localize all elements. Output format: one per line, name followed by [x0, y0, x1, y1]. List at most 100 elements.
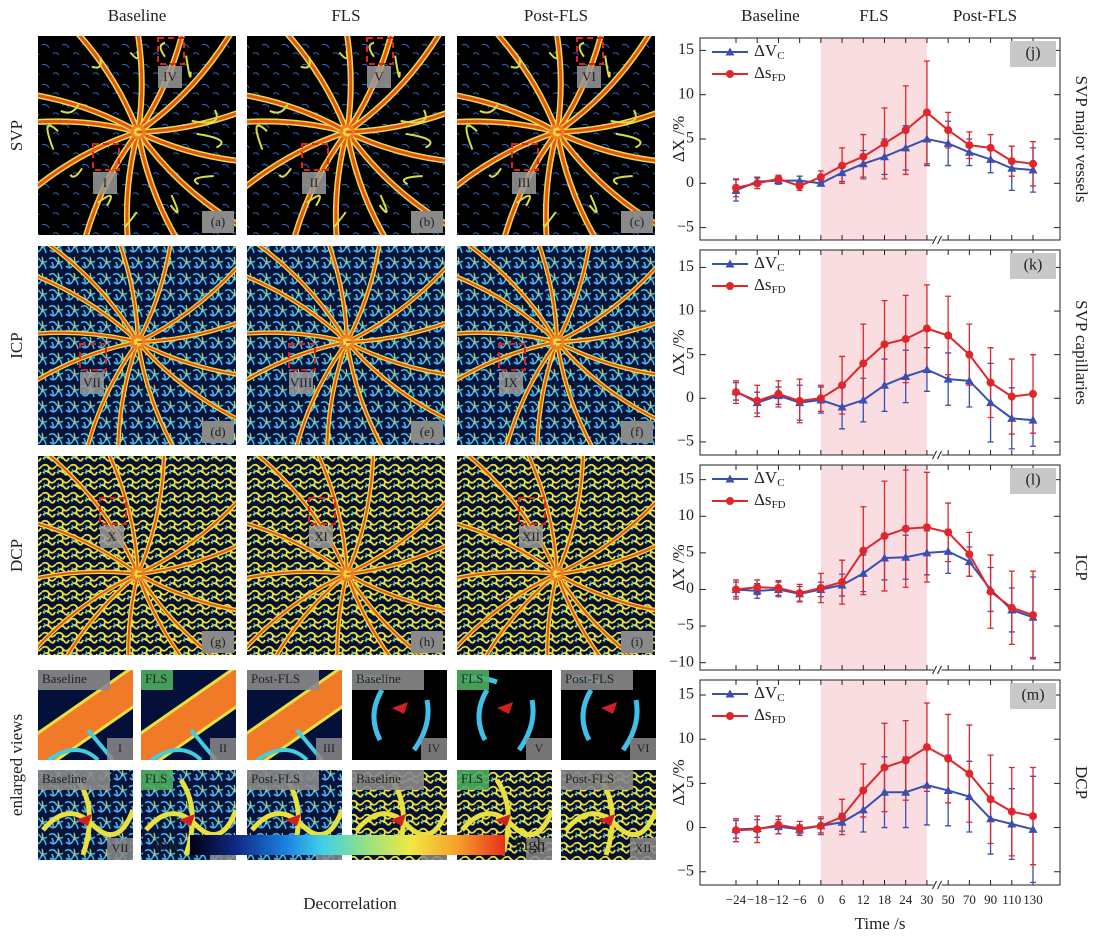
marker — [944, 126, 952, 134]
panel-label: (f) — [631, 424, 644, 439]
y-tick-label: 15 — [678, 41, 694, 58]
roi-label: V — [374, 69, 384, 84]
y-tick-label: 10 — [678, 507, 694, 524]
marker — [753, 397, 761, 405]
roman: I — [118, 741, 122, 755]
legend-entry: ΔVC — [754, 683, 785, 704]
legend-name: ΔV — [754, 253, 778, 272]
tag: FLS — [461, 671, 483, 686]
y-tick-label: 10 — [678, 85, 694, 102]
y-tick-label: 15 — [678, 258, 694, 275]
roman: IV — [428, 741, 441, 755]
marker — [1029, 611, 1037, 619]
y-tick-label: −5 — [677, 218, 694, 235]
marker — [987, 795, 995, 803]
marker — [944, 528, 952, 536]
legend-subscript: C — [777, 50, 784, 62]
marker — [838, 813, 846, 821]
panel-label: (i) — [631, 634, 643, 649]
right-label: SVP major vessels — [1072, 76, 1091, 203]
x-tick-label: 70 — [963, 892, 976, 907]
marker — [774, 390, 782, 398]
marker — [753, 583, 761, 591]
tag: FLS — [461, 771, 483, 786]
roi-label: I — [103, 175, 107, 190]
marker — [987, 144, 995, 152]
marker — [987, 588, 995, 596]
x-tick-label: 18 — [878, 892, 891, 907]
roi-label: VII — [83, 375, 101, 390]
roi-label: IX — [504, 375, 518, 390]
panel-label: (k) — [1024, 257, 1043, 274]
marker — [1008, 808, 1016, 816]
phase-label: Post-FLS — [953, 6, 1017, 25]
legend-marker — [726, 497, 734, 505]
marker — [965, 770, 973, 778]
phase-shade — [821, 680, 927, 885]
marker — [902, 525, 910, 533]
tag: Baseline — [356, 771, 401, 786]
marker — [774, 584, 782, 592]
column-header: Baseline — [108, 6, 167, 25]
tag: Post-FLS — [251, 671, 300, 686]
legend-entry: ΔVC — [754, 41, 785, 62]
figure: BaselineFLSPost-FLSSVPIIV(a)IIV(b)IIIVI(… — [0, 0, 1097, 938]
enlarged-view: Post-FLS III — [237, 660, 352, 780]
column-header: Post-FLS — [524, 6, 588, 25]
y-axis-label: ΔX /% — [669, 329, 688, 375]
marker — [987, 379, 995, 387]
marker — [838, 578, 846, 586]
marker — [944, 331, 952, 339]
tag: FLS — [145, 771, 167, 786]
tag: Post-FLS — [251, 771, 300, 786]
enlarged-view: Post-FLSVI — [561, 670, 656, 760]
tag: Post-FLS — [565, 771, 614, 786]
roman: VII — [112, 841, 129, 855]
x-tick-label: 90 — [984, 892, 997, 907]
x-tick-label: −6 — [793, 892, 807, 907]
marker — [902, 335, 910, 343]
legend-subscript: C — [777, 477, 784, 489]
marker — [796, 397, 804, 405]
marker — [859, 786, 867, 794]
legend-marker — [726, 282, 734, 290]
y-tick-label: 10 — [678, 302, 694, 319]
enlarged-view: BaselineVII — [38, 770, 133, 860]
legend-marker — [726, 70, 734, 78]
marker — [817, 822, 825, 830]
legend-entry: ΔsFD — [754, 490, 786, 511]
marker — [859, 153, 867, 161]
y-tick-label: 0 — [686, 389, 694, 406]
panel-label: (j) — [1025, 45, 1040, 62]
y-axis-label: ΔX /% — [669, 544, 688, 590]
enlarged-view: Baseline I — [28, 660, 143, 780]
legend-subscript: FD — [772, 284, 786, 296]
roman: II — [219, 741, 227, 755]
marker — [732, 585, 740, 593]
right-label: SVP capillaries — [1072, 300, 1091, 405]
legend-subscript: FD — [772, 72, 786, 84]
row-label: SVP — [7, 120, 26, 151]
legend-name: Δs — [754, 705, 772, 724]
marker — [965, 141, 973, 149]
roman: VI — [637, 741, 650, 755]
marker — [817, 173, 825, 181]
legend-entry: ΔVC — [754, 468, 785, 489]
legend-entry: ΔVC — [754, 253, 785, 274]
y-axis-label: ΔX /% — [669, 759, 688, 805]
marker — [774, 821, 782, 829]
row-label: ICP — [7, 332, 26, 358]
panel-label: (h) — [419, 634, 434, 649]
marker — [902, 126, 910, 134]
x-tick-label: 110 — [1002, 892, 1021, 907]
legend-entry: ΔsFD — [754, 705, 786, 726]
charts: −5051015ΔX /%SVP major vessels(j)Baselin… — [669, 6, 1091, 933]
y-tick-label: 0 — [686, 818, 694, 835]
y-tick-label: 10 — [678, 730, 694, 747]
marker — [753, 179, 761, 187]
roman: III — [323, 741, 335, 755]
y-axis-label: ΔX /% — [669, 116, 688, 162]
y-tick-label: −5 — [677, 433, 694, 450]
tag: Baseline — [42, 671, 87, 686]
